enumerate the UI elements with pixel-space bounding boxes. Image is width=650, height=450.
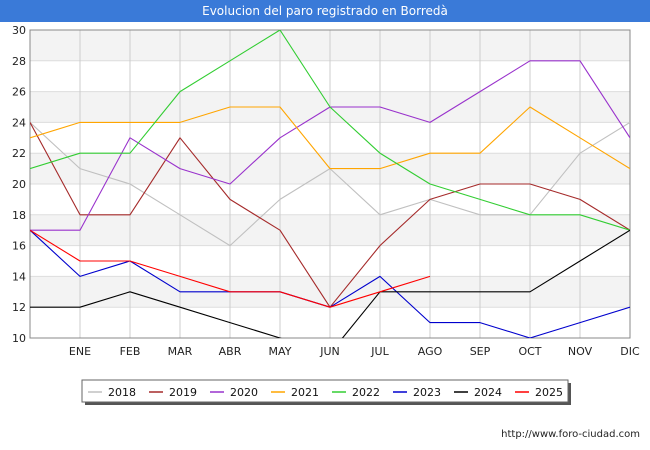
y-tick-label: 20: [12, 178, 26, 191]
y-tick-label: 10: [12, 332, 26, 345]
legend-label-2019: 2019: [169, 386, 197, 399]
x-tick-label: DIC: [620, 345, 640, 358]
legend-label-2024: 2024: [474, 386, 502, 399]
footer-url: http://www.foro-ciudad.com: [501, 429, 640, 440]
x-tick-label: AGO: [418, 345, 443, 358]
x-tick-label: JUL: [370, 345, 389, 358]
x-tick-label: JUN: [319, 345, 340, 358]
y-tick-label: 30: [12, 24, 26, 37]
x-tick-label: MAY: [269, 345, 292, 358]
y-tick-label: 12: [12, 301, 26, 314]
x-tick-label: SEP: [470, 345, 491, 358]
y-tick-label: 16: [12, 240, 26, 253]
plot-frame: [29, 29, 631, 339]
series-line-2024: [30, 229, 630, 338]
x-tick-label: OCT: [518, 345, 541, 358]
legend-label-2018: 2018: [108, 386, 136, 399]
x-tick-label: ABR: [219, 345, 242, 358]
y-tick-label: 28: [12, 55, 26, 68]
series-line-2022: [30, 30, 630, 231]
x-tick-label: FEB: [120, 345, 141, 358]
y-tick-label: 14: [12, 270, 26, 283]
x-tick-label: NOV: [568, 345, 593, 358]
y-tick-label: 24: [12, 116, 26, 129]
legend-label-2022: 2022: [352, 386, 380, 399]
y-tick-label: 18: [12, 209, 26, 222]
legend-label-2023: 2023: [413, 386, 441, 399]
legend-label-2025: 2025: [535, 386, 563, 399]
y-tick-label: 22: [12, 147, 26, 160]
x-tick-label: MAR: [168, 345, 193, 358]
chart-title: Evolucion del paro registrado en Borredà: [0, 0, 650, 22]
series-line-2021: [30, 106, 630, 170]
legend-label-2020: 2020: [230, 386, 258, 399]
legend-label-2021: 2021: [291, 386, 319, 399]
y-tick-label: 26: [12, 86, 26, 99]
x-tick-label: ENE: [69, 345, 91, 358]
legend: 2018 2019 2020 2021 2022 2023 2024 2025: [81, 379, 571, 405]
series-line-2025: [30, 229, 431, 308]
legend-box: [81, 379, 569, 403]
